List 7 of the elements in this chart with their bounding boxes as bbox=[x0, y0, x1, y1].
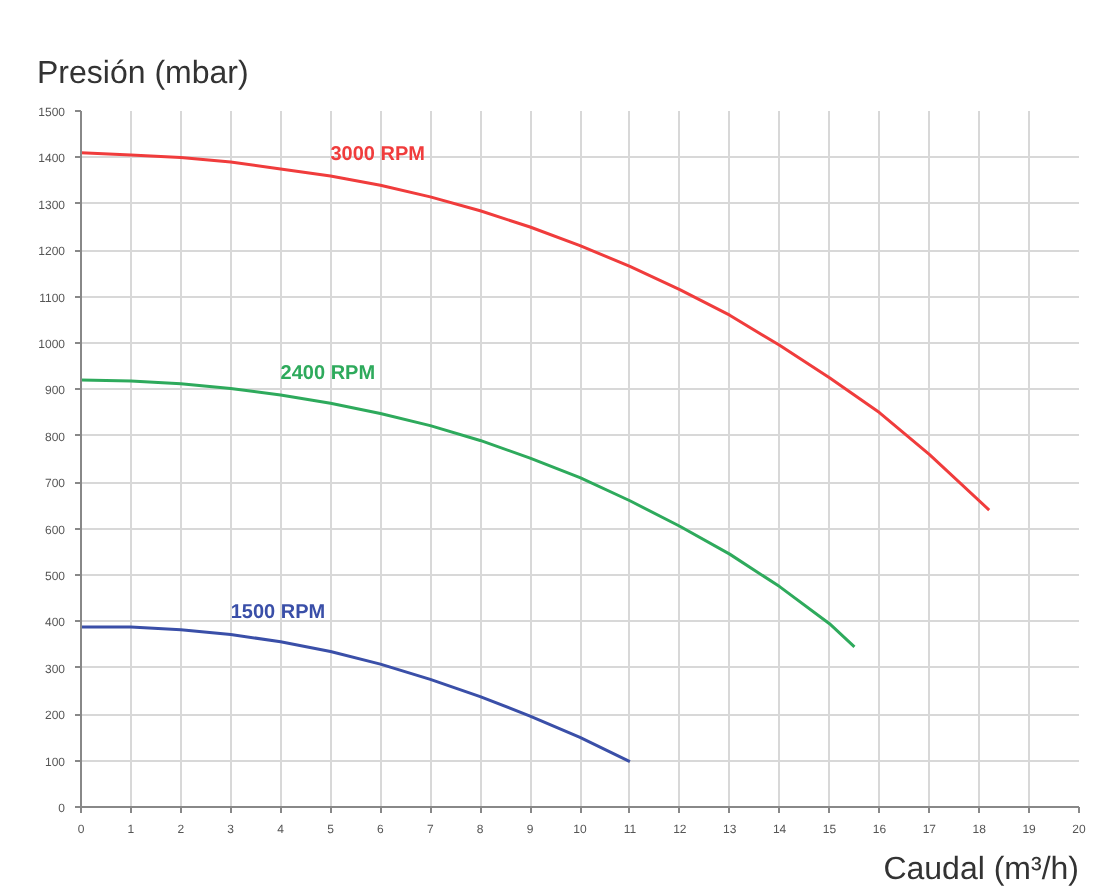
series-label: 2400 RPM bbox=[280, 362, 376, 385]
line-series bbox=[81, 625, 632, 764]
line-series bbox=[81, 378, 856, 649]
series-label: 1500 RPM bbox=[230, 602, 326, 625]
chart-title: Presión (mbar) bbox=[37, 57, 249, 91]
x-axis-title: Caudal (m³/h) bbox=[883, 853, 1080, 887]
series-label: 3000 RPM bbox=[330, 143, 425, 166]
